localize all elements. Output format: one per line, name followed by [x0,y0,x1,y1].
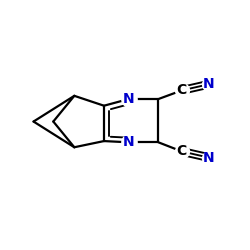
Text: N: N [123,92,134,106]
Text: N: N [123,135,134,149]
Text: C: C [177,144,187,158]
Text: C: C [177,84,187,98]
Text: N: N [203,77,215,91]
Text: N: N [203,151,215,165]
